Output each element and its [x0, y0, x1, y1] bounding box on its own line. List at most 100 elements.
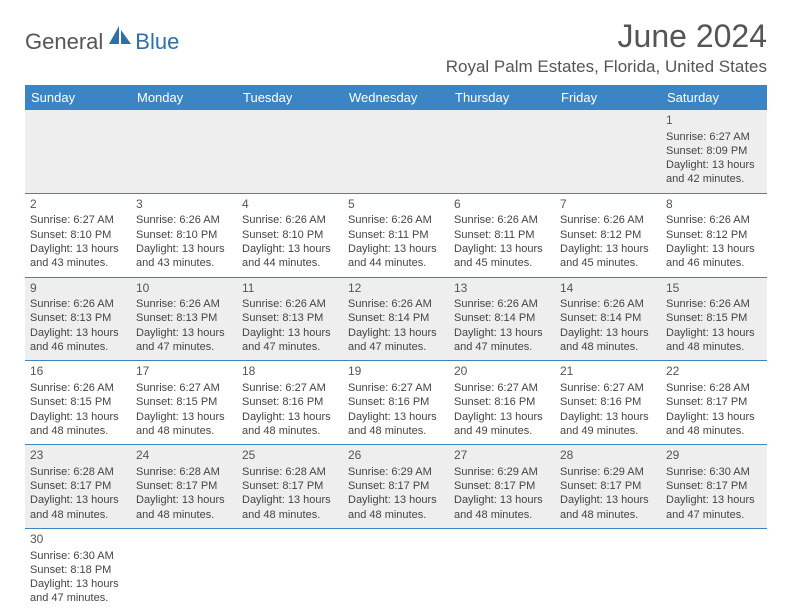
day-number: 22	[666, 364, 762, 380]
empty-cell	[661, 528, 767, 611]
logo: General Blue	[25, 24, 179, 59]
day-number: 18	[242, 364, 338, 380]
daylight-line-1: Daylight: 13 hours	[242, 410, 338, 424]
day-cell: 29Sunrise: 6:30 AMSunset: 8:17 PMDayligh…	[661, 445, 767, 529]
week-row: 1Sunrise: 6:27 AMSunset: 8:09 PMDaylight…	[25, 110, 767, 193]
daylight-line-1: Daylight: 13 hours	[136, 242, 232, 256]
col-sunday: Sunday	[25, 85, 131, 110]
sunset-line: Sunset: 8:10 PM	[242, 228, 338, 242]
sunset-line: Sunset: 8:16 PM	[560, 395, 656, 409]
day-cell: 23Sunrise: 6:28 AMSunset: 8:17 PMDayligh…	[25, 445, 131, 529]
daylight-line-1: Daylight: 13 hours	[454, 493, 550, 507]
location-subtitle: Royal Palm Estates, Florida, United Stat…	[446, 57, 767, 77]
sunset-line: Sunset: 8:17 PM	[454, 479, 550, 493]
sunset-line: Sunset: 8:16 PM	[242, 395, 338, 409]
day-number: 16	[30, 364, 126, 380]
sunrise-line: Sunrise: 6:26 AM	[30, 297, 126, 311]
sunrise-line: Sunrise: 6:26 AM	[136, 213, 232, 227]
day-cell: 24Sunrise: 6:28 AMSunset: 8:17 PMDayligh…	[131, 445, 237, 529]
sunrise-line: Sunrise: 6:27 AM	[30, 213, 126, 227]
day-number: 1	[666, 113, 762, 129]
calendar-body: 1 Sunrise: 6:27 AM Sunset: 8:09 PM Daylight…	[25, 110, 767, 612]
empty-cell	[449, 110, 555, 193]
daylight-line-2: and 47 minutes.	[666, 508, 762, 522]
sunset-line: Sunset: 8:12 PM	[666, 228, 762, 242]
daylight-line-1: Daylight: 13 hours	[30, 326, 126, 340]
day-number: 25	[242, 448, 338, 464]
daylight-line-1: Daylight: 13 hours	[560, 410, 656, 424]
sunset-line: Sunset: 8:13 PM	[136, 311, 232, 325]
daylight-line-1: Daylight: 13 hours	[30, 242, 126, 256]
daylight-line-1: Daylight: 13 hours	[348, 410, 444, 424]
sunset-line: Sunset: 8:11 PM	[348, 228, 444, 242]
sunrise-line: Sunrise: 6:27 AM	[454, 381, 550, 395]
sunrise-line: Sunrise: 6:26 AM	[348, 213, 444, 227]
daylight-line-2: and 45 minutes.	[454, 256, 550, 270]
daylight-line-2: and 49 minutes.	[560, 424, 656, 438]
sunset-line: Sunset: 8:11 PM	[454, 228, 550, 242]
day-cell: 26Sunrise: 6:29 AMSunset: 8:17 PMDayligh…	[343, 445, 449, 529]
day-number: 27	[454, 448, 550, 464]
sunrise-line: Sunrise: 6:26 AM	[666, 213, 762, 227]
day-cell: 4Sunrise: 6:26 AMSunset: 8:10 PMDaylight…	[237, 193, 343, 277]
sunrise-line: Sunrise: 6:26 AM	[242, 297, 338, 311]
sunset-line: Sunset: 8:17 PM	[30, 479, 126, 493]
daylight-line-1: Daylight: 13 hours	[666, 410, 762, 424]
sunrise-line: Sunrise: 6:26 AM	[560, 213, 656, 227]
daylight-line-1: Daylight: 13 hours	[30, 577, 126, 591]
day-number: 7	[560, 197, 656, 213]
sunset-line: Sunset: 8:14 PM	[454, 311, 550, 325]
daylight-line-2: and 48 minutes.	[666, 340, 762, 354]
day-cell: 11Sunrise: 6:26 AMSunset: 8:13 PMDayligh…	[237, 277, 343, 361]
daylight-line-2: and 42 minutes.	[666, 172, 762, 186]
sunset-line: Sunset: 8:09 PM	[666, 144, 762, 158]
daylight-line-1: Daylight: 13 hours	[560, 493, 656, 507]
sunset-line: Sunset: 8:10 PM	[30, 228, 126, 242]
day-number: 20	[454, 364, 550, 380]
sunrise-line: Sunrise: 6:29 AM	[560, 465, 656, 479]
daylight-line-1: Daylight: 13 hours	[348, 493, 444, 507]
col-monday: Monday	[131, 85, 237, 110]
sunrise-line: Sunrise: 6:26 AM	[454, 213, 550, 227]
week-row: 9Sunrise: 6:26 AMSunset: 8:13 PMDaylight…	[25, 277, 767, 361]
daylight-line-1: Daylight: 13 hours	[136, 410, 232, 424]
daylight-line-2: and 44 minutes.	[348, 256, 444, 270]
daylight-line-2: and 49 minutes.	[454, 424, 550, 438]
day-number: 13	[454, 281, 550, 297]
day-cell: 18Sunrise: 6:27 AMSunset: 8:16 PMDayligh…	[237, 361, 343, 445]
logo-text-general: General	[25, 29, 103, 55]
sunset-line: Sunset: 8:17 PM	[242, 479, 338, 493]
day-cell: 1Sunrise: 6:27 AMSunset: 8:09 PMDaylight…	[661, 110, 767, 193]
col-tuesday: Tuesday	[237, 85, 343, 110]
sunrise-line: Sunrise: 6:27 AM	[136, 381, 232, 395]
day-number: 24	[136, 448, 232, 464]
sunrise-line: Sunrise: 6:26 AM	[348, 297, 444, 311]
day-number: 2	[30, 197, 126, 213]
day-cell: 5Sunrise: 6:26 AMSunset: 8:11 PMDaylight…	[343, 193, 449, 277]
sunset-line: Sunset: 8:16 PM	[454, 395, 550, 409]
daylight-line-2: and 45 minutes.	[560, 256, 656, 270]
sail-icon	[107, 24, 133, 51]
day-cell: 6Sunrise: 6:26 AMSunset: 8:11 PMDaylight…	[449, 193, 555, 277]
day-cell: 21Sunrise: 6:27 AMSunset: 8:16 PMDayligh…	[555, 361, 661, 445]
daylight-line-1: Daylight: 13 hours	[560, 326, 656, 340]
day-number: 3	[136, 197, 232, 213]
sunset-line: Sunset: 8:14 PM	[348, 311, 444, 325]
empty-cell	[25, 110, 131, 193]
day-cell: 25Sunrise: 6:28 AMSunset: 8:17 PMDayligh…	[237, 445, 343, 529]
daylight-line-2: and 47 minutes.	[348, 340, 444, 354]
day-cell: 30Sunrise: 6:30 AMSunset: 8:18 PMDayligh…	[25, 528, 131, 611]
daylight-line-2: and 47 minutes.	[30, 591, 126, 605]
day-number: 17	[136, 364, 232, 380]
day-cell: 27Sunrise: 6:29 AMSunset: 8:17 PMDayligh…	[449, 445, 555, 529]
week-row: 30Sunrise: 6:30 AMSunset: 8:18 PMDayligh…	[25, 528, 767, 611]
daylight-line-2: and 48 minutes.	[242, 424, 338, 438]
week-row: 23Sunrise: 6:28 AMSunset: 8:17 PMDayligh…	[25, 445, 767, 529]
day-cell: 28Sunrise: 6:29 AMSunset: 8:17 PMDayligh…	[555, 445, 661, 529]
day-number: 23	[30, 448, 126, 464]
daylight-line-2: and 48 minutes.	[348, 508, 444, 522]
title-block: June 2024 Royal Palm Estates, Florida, U…	[446, 18, 767, 77]
empty-cell	[343, 110, 449, 193]
day-cell: 3Sunrise: 6:26 AMSunset: 8:10 PMDaylight…	[131, 193, 237, 277]
day-cell: 17Sunrise: 6:27 AMSunset: 8:15 PMDayligh…	[131, 361, 237, 445]
